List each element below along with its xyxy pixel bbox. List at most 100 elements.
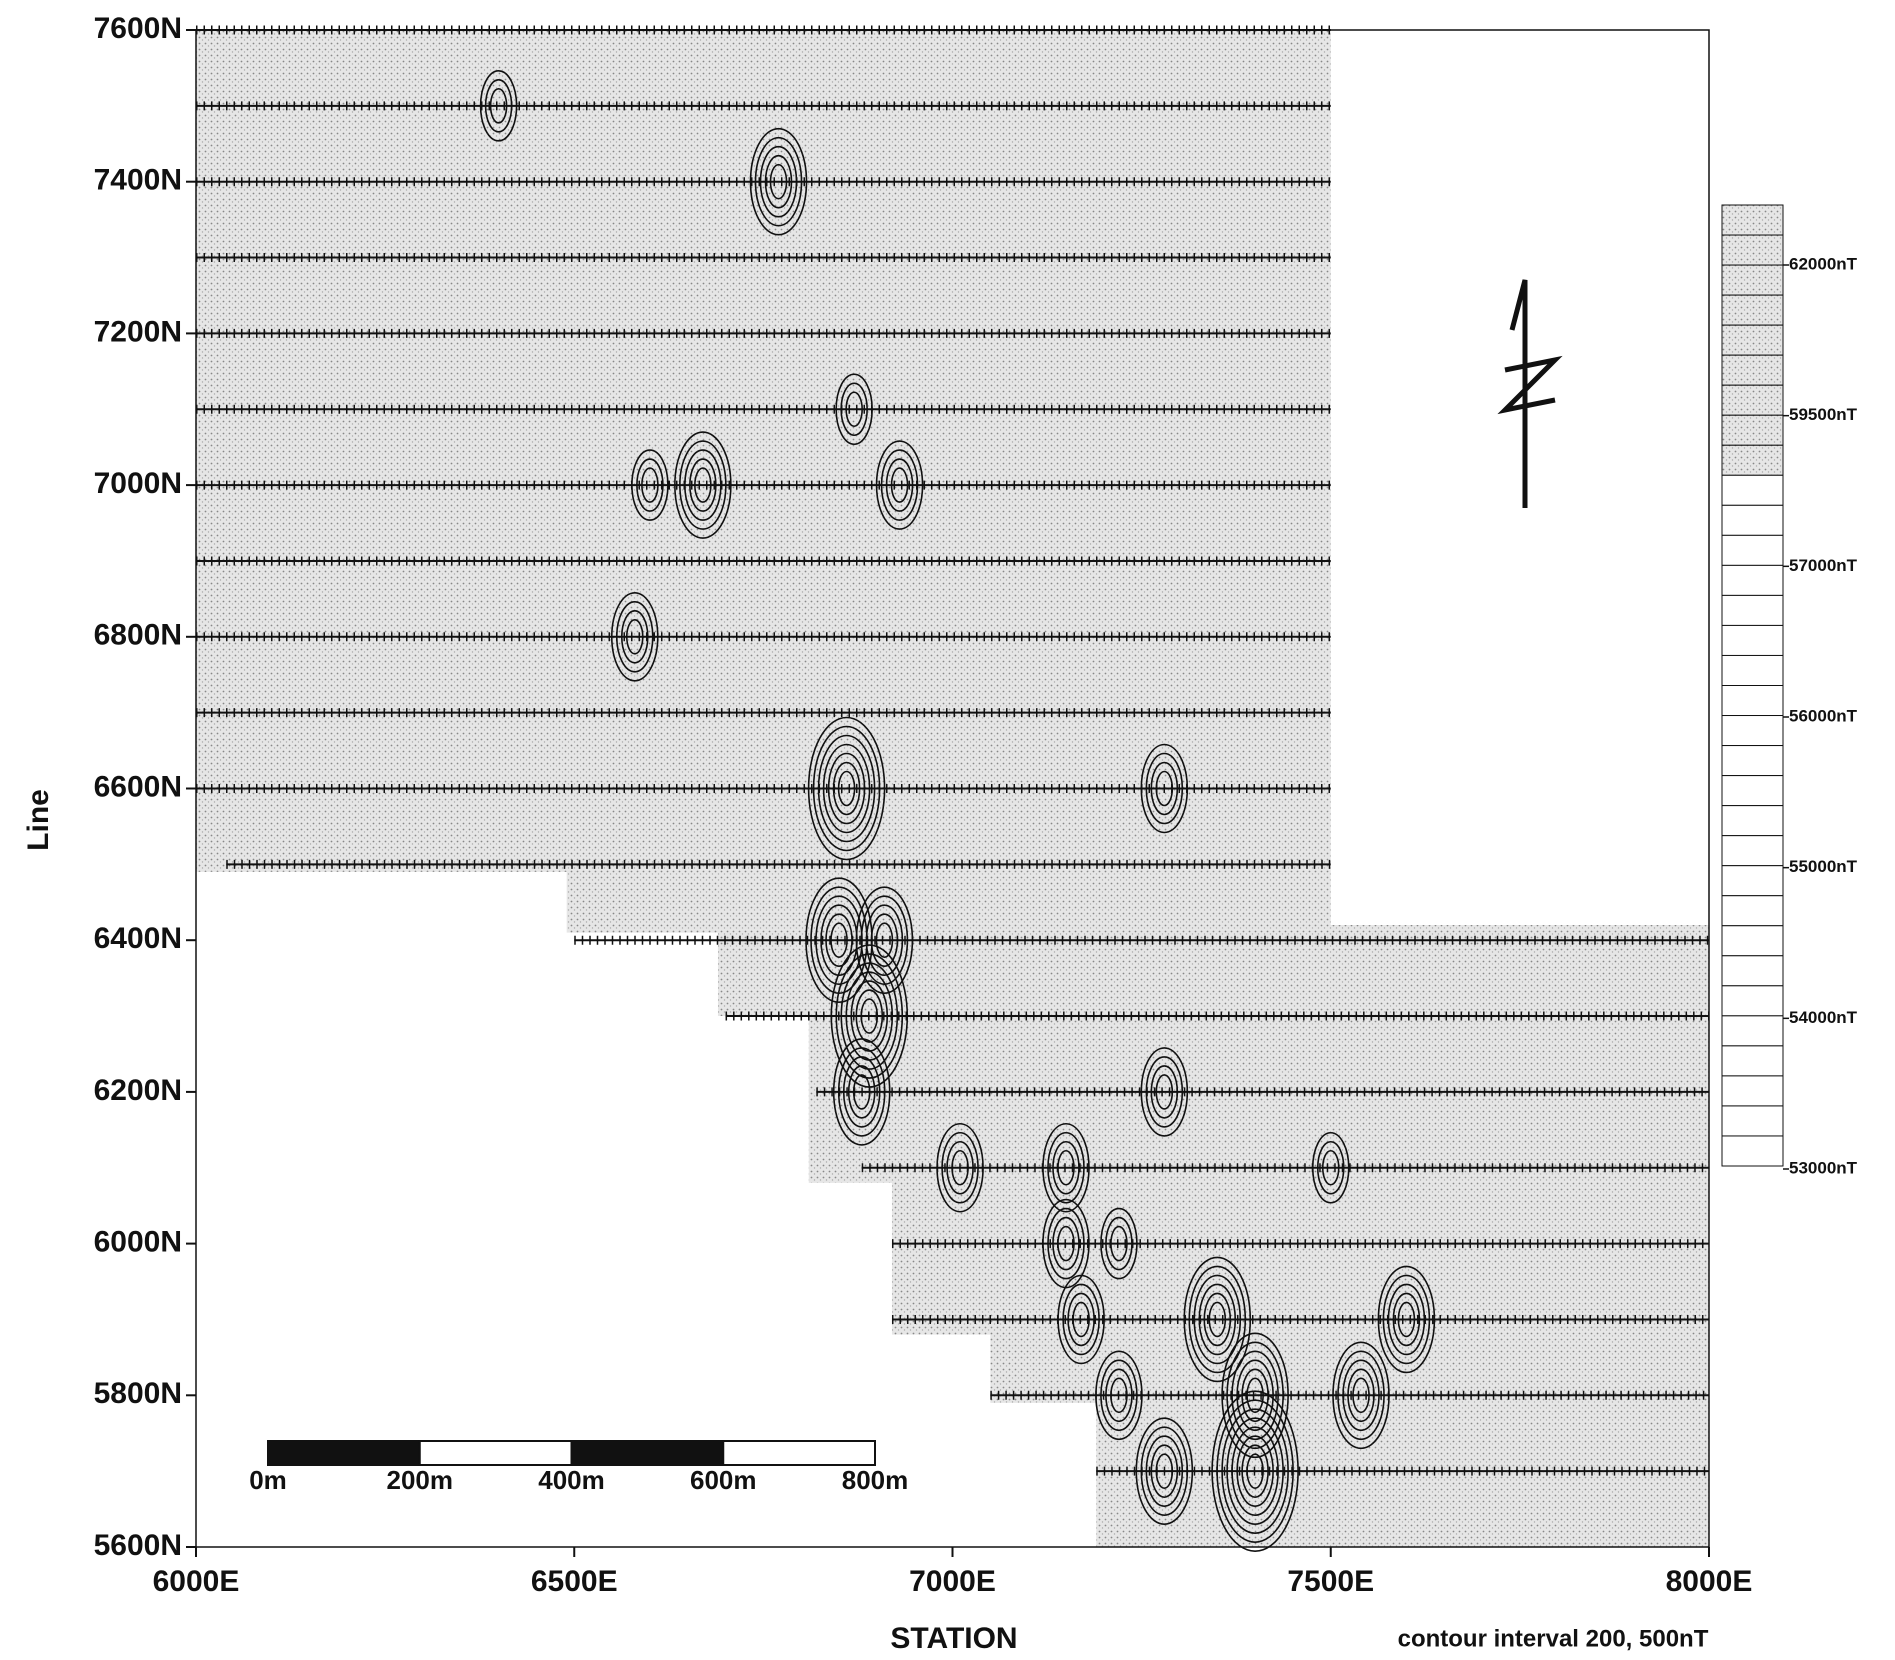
colorbar-label: 53000nT bbox=[1789, 1158, 1858, 1177]
contour-line bbox=[835, 373, 873, 446]
contour-line bbox=[694, 467, 712, 503]
contour-line bbox=[1105, 1216, 1133, 1271]
contour-line bbox=[852, 1074, 871, 1110]
contour-line bbox=[1231, 1426, 1279, 1516]
colorbar-cell bbox=[1721, 564, 1784, 596]
colorbar-cell bbox=[1721, 654, 1784, 686]
contour-line bbox=[759, 145, 798, 218]
contour-line bbox=[1140, 1426, 1189, 1516]
contour-line bbox=[1135, 1417, 1194, 1525]
contour-line bbox=[615, 600, 654, 673]
anomaly bbox=[631, 449, 669, 521]
anomaly bbox=[1311, 1131, 1350, 1204]
anomaly bbox=[1140, 1047, 1189, 1137]
contour-line bbox=[837, 1047, 886, 1137]
colorbar-label: 57000nT bbox=[1789, 556, 1858, 575]
contour-line bbox=[484, 79, 513, 133]
contour-line bbox=[769, 163, 788, 200]
contour-line bbox=[636, 458, 664, 512]
contour-line bbox=[835, 953, 904, 1079]
anomaly bbox=[1042, 1122, 1090, 1213]
contour-line bbox=[1387, 1283, 1426, 1356]
y-tick-label: 7400N bbox=[94, 164, 182, 197]
colorbar-cell bbox=[1721, 895, 1784, 927]
scale-segment bbox=[722, 1440, 876, 1466]
contour-line bbox=[1047, 1207, 1085, 1280]
contour-line bbox=[1057, 1149, 1075, 1186]
contour-line bbox=[620, 609, 649, 664]
contour-line bbox=[1100, 1207, 1138, 1280]
scale-label: 400m bbox=[538, 1465, 605, 1495]
colorbar-cell bbox=[1721, 985, 1784, 1017]
y-tick-label: 6400N bbox=[94, 922, 182, 955]
colorbar-label: 54000nT bbox=[1789, 1008, 1858, 1027]
colorbar-cell bbox=[1721, 234, 1784, 266]
colorbar-cell bbox=[1721, 1015, 1784, 1047]
colorbar-cell bbox=[1721, 745, 1784, 777]
scale-segment bbox=[570, 1440, 725, 1466]
scale-label: 200m bbox=[387, 1465, 454, 1495]
colorbar-cell bbox=[1721, 324, 1784, 356]
contour-line bbox=[489, 88, 508, 124]
colorbar-cell bbox=[1721, 264, 1784, 296]
contour-line bbox=[842, 1056, 881, 1128]
x-tick-label: 6500E bbox=[531, 1565, 618, 1598]
contour-line bbox=[1211, 1390, 1299, 1552]
contour-line bbox=[875, 440, 924, 530]
contour-line bbox=[1208, 1301, 1227, 1338]
contour-line bbox=[1062, 1283, 1100, 1356]
scale-segment bbox=[267, 1440, 421, 1466]
contour-line bbox=[837, 770, 856, 807]
y-tick-label: 6800N bbox=[94, 619, 182, 652]
anomaly bbox=[1183, 1256, 1252, 1383]
contour-line bbox=[1067, 1292, 1095, 1347]
contour-line bbox=[1110, 1225, 1128, 1262]
y-tick-label: 7600N bbox=[94, 12, 182, 45]
colorbar-cell bbox=[1721, 955, 1784, 987]
contour-line bbox=[951, 1149, 969, 1186]
scale-label: 0m bbox=[249, 1465, 287, 1495]
anomaly bbox=[1100, 1207, 1138, 1280]
contour-line bbox=[825, 913, 853, 968]
contour-line bbox=[1052, 1140, 1080, 1195]
contour-line bbox=[1216, 1399, 1294, 1543]
contour-line bbox=[845, 391, 863, 428]
contour-line bbox=[1145, 1056, 1184, 1128]
contour-line bbox=[754, 136, 803, 227]
scale-segment bbox=[418, 1440, 573, 1466]
contour-line bbox=[1150, 761, 1179, 816]
y-tick-label: 5800N bbox=[94, 1377, 182, 1410]
contour-line bbox=[870, 913, 899, 968]
colorbar-cell bbox=[1721, 775, 1784, 807]
anomaly bbox=[1135, 1417, 1194, 1525]
contour-line bbox=[1042, 1122, 1090, 1213]
colorbar-cell bbox=[1721, 805, 1784, 837]
colorbar-cell bbox=[1721, 1075, 1784, 1107]
contour-line bbox=[679, 440, 727, 530]
x-tick-label: 7500E bbox=[1287, 1565, 1374, 1598]
contour-line bbox=[1183, 1256, 1252, 1383]
contour-line bbox=[610, 591, 659, 682]
contour-line bbox=[1241, 1444, 1269, 1498]
y-tick-label: 6600N bbox=[94, 770, 182, 803]
contour-line bbox=[1316, 1140, 1345, 1195]
contour-line bbox=[1140, 1047, 1189, 1137]
contour-line bbox=[840, 382, 868, 437]
colorbar-cell bbox=[1721, 444, 1784, 476]
contour-line bbox=[860, 998, 879, 1034]
contour-line bbox=[641, 467, 659, 503]
contour-line bbox=[1198, 1283, 1237, 1356]
y-tick-label: 6000N bbox=[94, 1226, 182, 1259]
scale-label: 600m bbox=[690, 1465, 757, 1495]
contour-line bbox=[674, 431, 732, 539]
anomaly bbox=[1332, 1341, 1390, 1450]
contour-line bbox=[625, 618, 644, 655]
anomaly bbox=[875, 440, 924, 530]
anomaly bbox=[1057, 1274, 1105, 1365]
y-tick-label: 7200N bbox=[94, 315, 182, 348]
contour-line bbox=[946, 1140, 974, 1195]
contour-line bbox=[840, 962, 899, 1070]
anomaly bbox=[807, 716, 886, 861]
contour-line bbox=[1236, 1359, 1274, 1432]
y-tick-label: 6200N bbox=[94, 1074, 182, 1107]
